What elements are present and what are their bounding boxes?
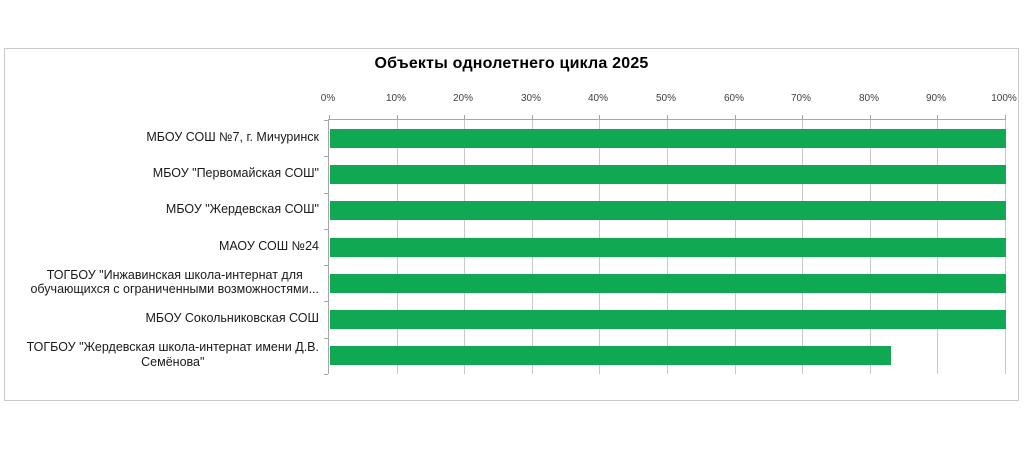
x-axis-tick-mark xyxy=(532,115,533,120)
bar xyxy=(330,274,1006,293)
x-axis-tick-mark xyxy=(329,115,330,120)
x-axis-tick-mark xyxy=(599,115,600,120)
y-axis-tick-mark xyxy=(324,374,328,375)
x-axis-tick-labels: 0% 10% 20% 30% 40% 50% 60% 70% 80% 90% 100% xyxy=(321,93,1017,107)
category-label: МБОУ "Жердевская СОШ" xyxy=(165,202,319,217)
category-row: ТОГБОУ "Инжавинская школа-интернат для о… xyxy=(13,264,319,300)
x-axis-tick-mark xyxy=(802,115,803,120)
bar xyxy=(330,129,1006,148)
bar xyxy=(330,310,1006,329)
y-axis-tick-mark xyxy=(324,338,328,339)
x-axis-tick-mark xyxy=(667,115,668,120)
x-tick-label: 90% xyxy=(925,93,946,104)
x-tick-label: 100% xyxy=(991,93,1017,104)
bar xyxy=(330,165,1006,184)
chart-title: Объекты однолетнего цикла 2025 xyxy=(374,55,649,72)
x-tick-label: 20% xyxy=(452,93,473,104)
x-tick-label: 30% xyxy=(520,93,541,104)
y-axis-tick-mark xyxy=(324,229,328,230)
x-tick-label: 60% xyxy=(723,93,744,104)
x-axis-tick-mark xyxy=(870,115,871,120)
x-tick-label: 50% xyxy=(655,93,676,104)
y-axis-tick-mark xyxy=(324,120,328,121)
y-axis-category-labels: МБОУ СОШ №7, г. Мичуринск МБОУ "Первомайс… xyxy=(13,119,319,373)
x-axis-tick-mark xyxy=(937,115,938,120)
chart-frame: Объекты однолетнего цикла 2025 0% 10% 20% 3… xyxy=(4,48,1019,401)
y-axis-tick-mark xyxy=(324,265,328,266)
y-axis-tick-mark xyxy=(324,193,328,194)
category-label: МБОУ СОШ №7, г. Мичуринск xyxy=(146,129,319,144)
x-tick-label: 0% xyxy=(320,93,336,104)
category-label: МАОУ СОШ №24 xyxy=(218,238,319,253)
category-row: МАОУ СОШ №24 xyxy=(13,228,319,264)
x-tick-label: 80% xyxy=(858,93,879,104)
x-axis-tick-mark xyxy=(397,115,398,120)
category-label: ТОГБОУ "Жердевская школа-интернат имени … xyxy=(26,340,319,369)
bar xyxy=(330,238,1006,257)
category-label: ТОГБОУ "Инжавинская школа-интернат для о… xyxy=(30,267,319,297)
y-axis-tick-mark xyxy=(324,156,328,157)
category-row: ТОГБОУ "Жердевская школа-интернат имени … xyxy=(13,337,319,373)
category-row: МБОУ Сокольниковская СОШ xyxy=(13,300,319,336)
bar xyxy=(330,201,1006,220)
x-axis-tick-mark xyxy=(1005,115,1006,120)
y-axis-tick-mark xyxy=(324,301,328,302)
x-tick-label: 40% xyxy=(587,93,608,104)
category-row: МБОУ "Жердевская СОШ" xyxy=(13,192,319,228)
x-tick-label: 10% xyxy=(385,93,406,104)
x-axis-tick-mark xyxy=(464,115,465,120)
category-row: МБОУ "Первомайская СОШ" xyxy=(13,155,319,191)
x-tick-label: 70% xyxy=(790,93,811,104)
category-label: МБОУ Сокольниковская СОШ xyxy=(145,311,319,326)
category-label: МБОУ "Первомайская СОШ" xyxy=(152,166,319,181)
bar xyxy=(330,346,891,365)
plot-area xyxy=(324,115,1006,375)
x-axis-tick-mark xyxy=(735,115,736,120)
category-row: МБОУ СОШ №7, г. Мичуринск xyxy=(13,119,319,155)
